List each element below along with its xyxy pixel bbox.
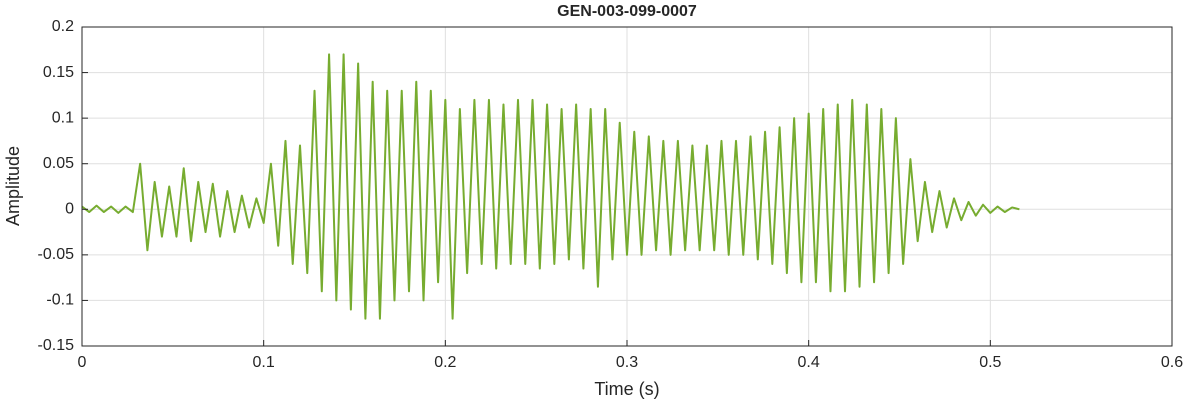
y-tick-label: -0.1 — [46, 292, 74, 309]
y-tick-label: -0.15 — [38, 337, 75, 354]
waveform-line — [81, 53, 1020, 320]
y-tick-label: -0.05 — [38, 246, 75, 263]
grid — [81, 26, 1173, 347]
y-tick-label: 0.1 — [52, 109, 74, 126]
x-tick-label: 0.3 — [616, 354, 638, 371]
y-tick-label: 0 — [65, 201, 74, 218]
x-tick-label: 0 — [78, 354, 87, 371]
x-tick-label: 0.6 — [1161, 354, 1183, 371]
plot-area — [81, 53, 1020, 320]
x-tick-label: 0.4 — [798, 354, 820, 371]
y-tick-label: 0.15 — [43, 64, 74, 81]
y-axis-label: Amplitude — [3, 146, 23, 226]
chart-title: GEN-003-099-0007 — [557, 3, 697, 20]
y-tick-label: 0.05 — [43, 155, 74, 172]
x-axis-label: Time (s) — [594, 379, 659, 399]
y-tick-label: 0.2 — [52, 18, 74, 35]
x-tick-label: 0.1 — [253, 354, 275, 371]
x-tick-label: 0.2 — [434, 354, 456, 371]
x-tick-label: 0.5 — [979, 354, 1001, 371]
